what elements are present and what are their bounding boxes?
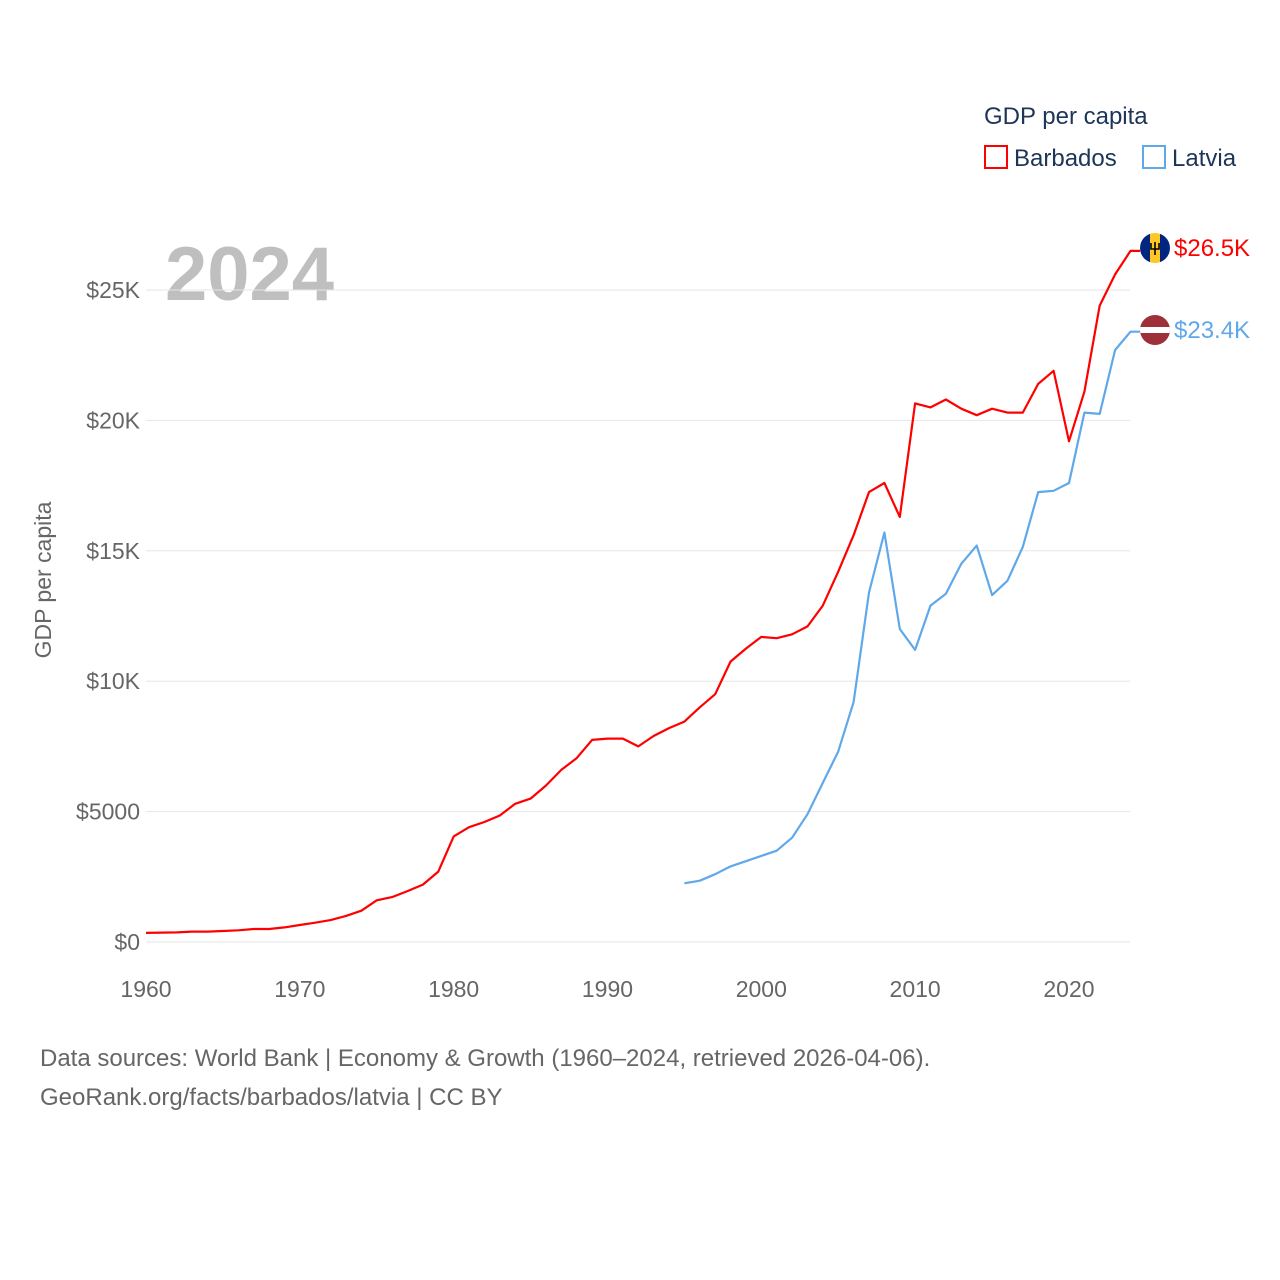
y-tick-label: $0 <box>114 929 140 955</box>
series-line-latvia[interactable] <box>684 330 1140 885</box>
legend-title: GDP per capita <box>984 103 1148 130</box>
legend-swatch-latvia[interactable] <box>1142 145 1166 169</box>
end-value-label-latvia: $23.4K <box>1174 317 1250 344</box>
x-tick-label: 1960 <box>120 976 171 1002</box>
barbados-flag-icon <box>1140 233 1170 263</box>
x-tick-label: 1980 <box>428 976 479 1002</box>
y-tick-label: $20K <box>86 407 140 433</box>
y-tick-label: $15K <box>86 538 140 564</box>
x-tick-label: 1970 <box>274 976 325 1002</box>
current-year-label: 2024 <box>165 232 334 317</box>
latvia-flag-icon <box>1140 315 1170 345</box>
y-tick-label: $25K <box>86 277 140 303</box>
footer-attribution[interactable]: GeoRank.org/facts/barbados/latvia | CC B… <box>40 1084 503 1111</box>
x-tick-label: 2000 <box>736 976 787 1002</box>
footer-sources: Data sources: World Bank | Economy & Gro… <box>40 1045 931 1072</box>
legend-label-barbados[interactable]: Barbados <box>1014 145 1117 172</box>
series-line-barbados[interactable] <box>145 249 1140 934</box>
legend-label-latvia[interactable]: Latvia <box>1172 145 1237 172</box>
legend-swatch-barbados[interactable] <box>984 145 1008 169</box>
y-tick-label: $5000 <box>76 799 140 825</box>
x-tick-label: 2010 <box>890 976 941 1002</box>
y-tick-label: $10K <box>86 668 140 694</box>
end-value-label-barbados: $26.5K <box>1174 235 1250 262</box>
x-tick-label: 1990 <box>582 976 633 1002</box>
x-tick-label: 2020 <box>1043 976 1094 1002</box>
y-axis-label: GDP per capita <box>30 501 56 658</box>
